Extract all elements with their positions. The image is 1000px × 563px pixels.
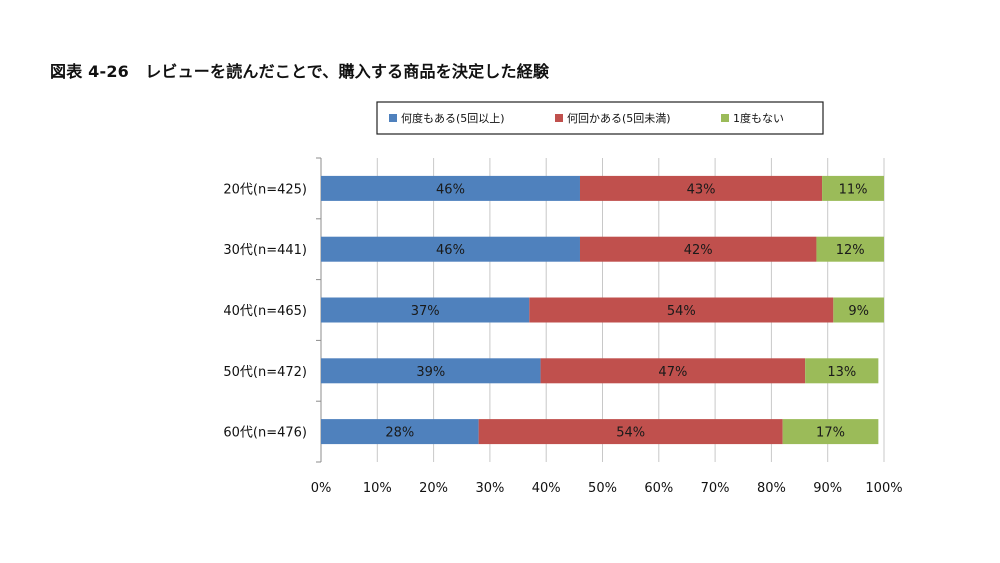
x-tick-label: 20% [419, 481, 448, 496]
category-label: 40代(n=465) [223, 304, 307, 319]
x-tick-label: 10% [363, 481, 392, 496]
data-label: 54% [616, 426, 645, 441]
bar-segment [321, 175, 580, 201]
bar-segment [822, 175, 884, 201]
category-label: 30代(n=441) [223, 243, 307, 258]
bar-segment [579, 175, 823, 201]
legend-box [376, 101, 824, 135]
bar-segment [321, 236, 580, 262]
category-label: 20代(n=425) [223, 182, 307, 197]
x-tick-label: 0% [311, 481, 332, 496]
chart-title: 図表 4-26 レビューを読んだことで、購入する商品を決定した経験 [50, 62, 550, 81]
legend-label: 何度もある(5回以上) [401, 111, 505, 125]
x-tick-label: 90% [813, 481, 842, 496]
data-label: 54% [667, 304, 696, 319]
x-tick-label: 60% [644, 481, 673, 496]
data-label: 37% [411, 304, 440, 319]
data-label: 11% [839, 182, 868, 197]
x-tick-label: 40% [532, 481, 561, 496]
legend-swatch [721, 114, 729, 122]
bar-segment [540, 358, 806, 384]
data-label: 28% [385, 426, 414, 441]
data-label: 39% [416, 365, 445, 380]
x-tick-label: 100% [865, 481, 902, 496]
x-tick-label: 70% [701, 481, 730, 496]
data-label: 9% [848, 304, 869, 319]
bar-segment [321, 358, 541, 384]
bar-segment [833, 297, 884, 323]
bar-segment [321, 297, 530, 323]
bar-segment [579, 236, 817, 262]
data-label: 17% [816, 426, 845, 441]
category-label: 50代(n=472) [223, 365, 307, 380]
category-label: 60代(n=476) [223, 426, 307, 441]
legend-swatch [555, 114, 563, 122]
data-label: 46% [436, 243, 465, 258]
bar-segment [782, 419, 879, 445]
data-label: 42% [684, 243, 713, 258]
x-tick-label: 50% [588, 481, 617, 496]
bar-segment [816, 236, 884, 262]
bar-segment [805, 358, 879, 384]
bar-segment [478, 419, 783, 445]
x-tick-label: 80% [757, 481, 786, 496]
data-label: 47% [658, 365, 687, 380]
legend-label: 1度もない [733, 111, 784, 125]
bar-segment [321, 419, 479, 445]
data-label: 43% [687, 182, 716, 197]
data-label: 12% [836, 243, 865, 258]
legend-label: 何回かある(5回未満) [567, 112, 671, 125]
data-label: 46% [436, 182, 465, 197]
bar-segment [529, 297, 834, 323]
data-label: 13% [827, 365, 856, 380]
legend-swatch [389, 114, 397, 122]
x-tick-label: 30% [475, 481, 504, 496]
